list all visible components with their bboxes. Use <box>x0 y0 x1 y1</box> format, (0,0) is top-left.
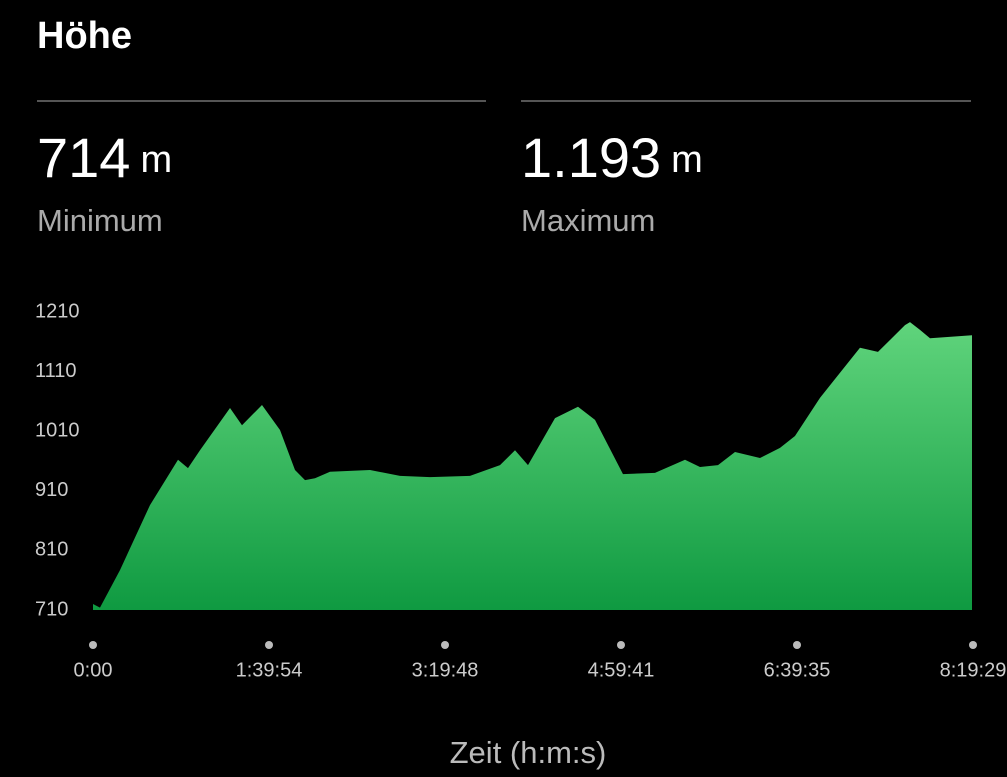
stat: 1.193 m <box>521 126 703 189</box>
y-tick-label: 1210 <box>35 300 80 322</box>
stat-unit: m <box>140 139 172 181</box>
y-tick-label: 1010 <box>35 419 80 441</box>
stat-value: 1.193 <box>521 126 661 189</box>
y-tick-label: 1110 <box>35 360 77 382</box>
elevation-area <box>93 322 973 610</box>
x-tick-dot <box>265 641 274 649</box>
x-tick-label: 3:19:48 <box>412 659 479 681</box>
x-tick-dot <box>89 641 97 649</box>
x-tick-label: 8:19:29 <box>940 659 1007 681</box>
x-axis-title: Zeit (h:m:s) <box>450 735 607 770</box>
y-tick-label: 910 <box>35 479 68 501</box>
stat-label: Minimum <box>37 203 163 238</box>
x-tick-dot <box>616 641 625 649</box>
stat: 714 m <box>37 126 172 189</box>
page-title: Höhe <box>37 15 132 57</box>
x-tick-dot <box>969 641 977 649</box>
stat-unit: m <box>671 139 703 181</box>
x-tick-label: 0:00 <box>74 659 113 681</box>
x-tick-dot <box>441 641 450 649</box>
stat-value: 714 <box>37 126 130 189</box>
x-tick-label: 4:59:41 <box>588 659 655 681</box>
y-tick-label: 810 <box>35 539 68 561</box>
stat-label: Maximum <box>521 203 655 238</box>
y-tick-label: 710 <box>35 598 68 620</box>
x-tick-label: 6:39:35 <box>764 659 831 681</box>
x-tick-dot <box>792 641 801 649</box>
x-tick-label: 1:39:54 <box>236 659 303 681</box>
